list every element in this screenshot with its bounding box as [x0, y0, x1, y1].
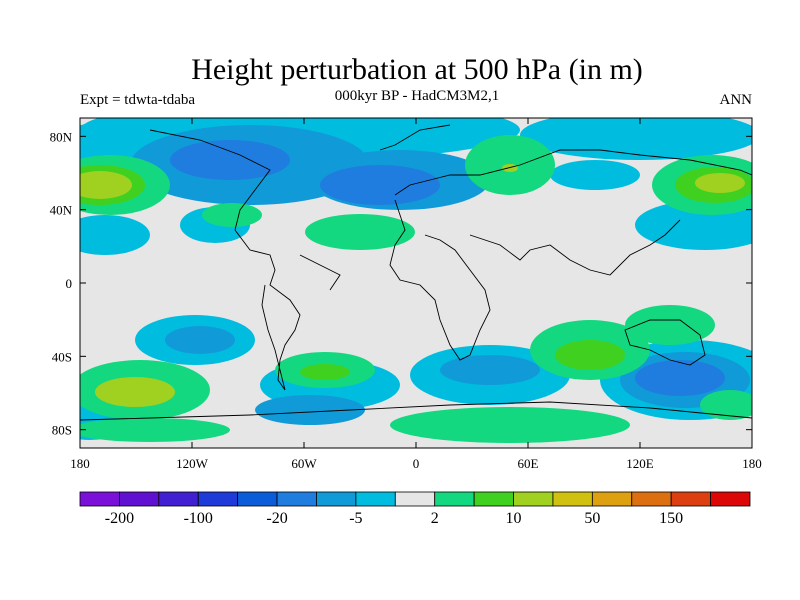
lon-tick-label: 120E: [626, 456, 654, 471]
lat-tick-label: 40N: [50, 203, 73, 218]
contour-region: [80, 171, 132, 199]
contour-region: [555, 340, 625, 370]
lon-tick-label: 60W: [291, 456, 317, 471]
lon-tick-label: 0: [413, 456, 420, 471]
contour-field: [80, 118, 752, 443]
eurasia-north-coastline: [394, 149, 752, 196]
lat-tick-label: 80S: [52, 423, 72, 438]
colorbar-swatch: [513, 491, 554, 507]
africa-coastline: [389, 199, 491, 361]
lon-tick-label: 60E: [518, 456, 539, 471]
antarctica-coastline: [80, 401, 752, 421]
contour-region: [80, 418, 230, 442]
contour-region: [502, 164, 518, 172]
colorbar-swatch: [631, 491, 672, 507]
colorbar-label: -200: [105, 510, 134, 527]
colorbar-swatch: [237, 491, 278, 507]
contour-region: [80, 215, 150, 255]
contour-region: [550, 160, 640, 190]
contour-region: [440, 355, 540, 385]
caribbean-coastline: [299, 254, 341, 291]
colorbar-swatch: [670, 491, 711, 507]
colorbar-swatch: [473, 491, 514, 507]
australia-coastline: [624, 319, 706, 366]
longitude-axis: 180 120W 60W 0 60E 120E 180: [70, 118, 762, 471]
latitude-axis: 80N 40N 0 40S 80S: [50, 129, 752, 438]
colorbar-swatch: [591, 491, 633, 507]
greenland-coastline: [379, 124, 451, 151]
contour-region: [520, 118, 752, 160]
colorbar-swatch: [276, 491, 317, 507]
colorbar-swatch: [552, 491, 593, 507]
colorbar-swatch: [316, 491, 357, 507]
contour-region: [300, 364, 350, 380]
lon-tick-label: 180: [70, 456, 90, 471]
lat-tick-label: 40S: [52, 349, 72, 364]
contour-region: [305, 214, 415, 250]
americas-coastline: [149, 129, 301, 391]
map-subtitle: 000kyr BP - HadCM3M2,1: [334, 88, 500, 104]
colorbar: [79, 491, 751, 507]
colorbar-swatch: [434, 491, 475, 507]
experiment-label: Expt = tdwta-tdaba: [80, 92, 196, 108]
contour-region: [390, 407, 630, 443]
colorbar-label: 50: [584, 510, 600, 527]
colorbar-swatch: [79, 491, 120, 507]
colorbar-label: 2: [431, 510, 439, 527]
contour-region: [95, 377, 175, 407]
contour-region: [320, 165, 440, 205]
contour-region: [170, 140, 290, 180]
colorbar-swatch: [119, 491, 160, 507]
colorbar-label: -100: [184, 510, 213, 527]
lat-tick-label: 80N: [50, 129, 73, 144]
contour-region: [635, 360, 725, 396]
colorbar-swatch: [197, 491, 239, 507]
contour-region: [625, 305, 715, 345]
map-title: Height perturbation at 500 hPa (in m): [191, 53, 643, 86]
lat-tick-label: 0: [66, 276, 73, 291]
season-label: ANN: [719, 92, 753, 108]
contour-region: [695, 173, 745, 193]
colorbar-swatch: [158, 491, 199, 507]
colorbar-labels: -200 -100 -20 -5 2 10 50 150: [105, 510, 683, 527]
contour-region: [165, 326, 235, 354]
contour-region: [700, 390, 752, 420]
colorbar-label: -20: [266, 510, 287, 527]
lon-tick-label: 120W: [176, 456, 209, 471]
colorbar-label: 150: [659, 510, 683, 527]
contour-region: [202, 203, 262, 227]
colorbar-swatch: [394, 491, 436, 507]
lon-tick-label: 180: [742, 456, 762, 471]
colorbar-label: 10: [506, 510, 522, 527]
colorbar-swatch: [710, 491, 751, 507]
coastlines: [80, 124, 752, 421]
colorbar-swatch: [355, 491, 396, 507]
contour-region: [255, 395, 365, 425]
colorbar-label: -5: [349, 510, 362, 527]
asia-south-coastline: [469, 219, 681, 276]
